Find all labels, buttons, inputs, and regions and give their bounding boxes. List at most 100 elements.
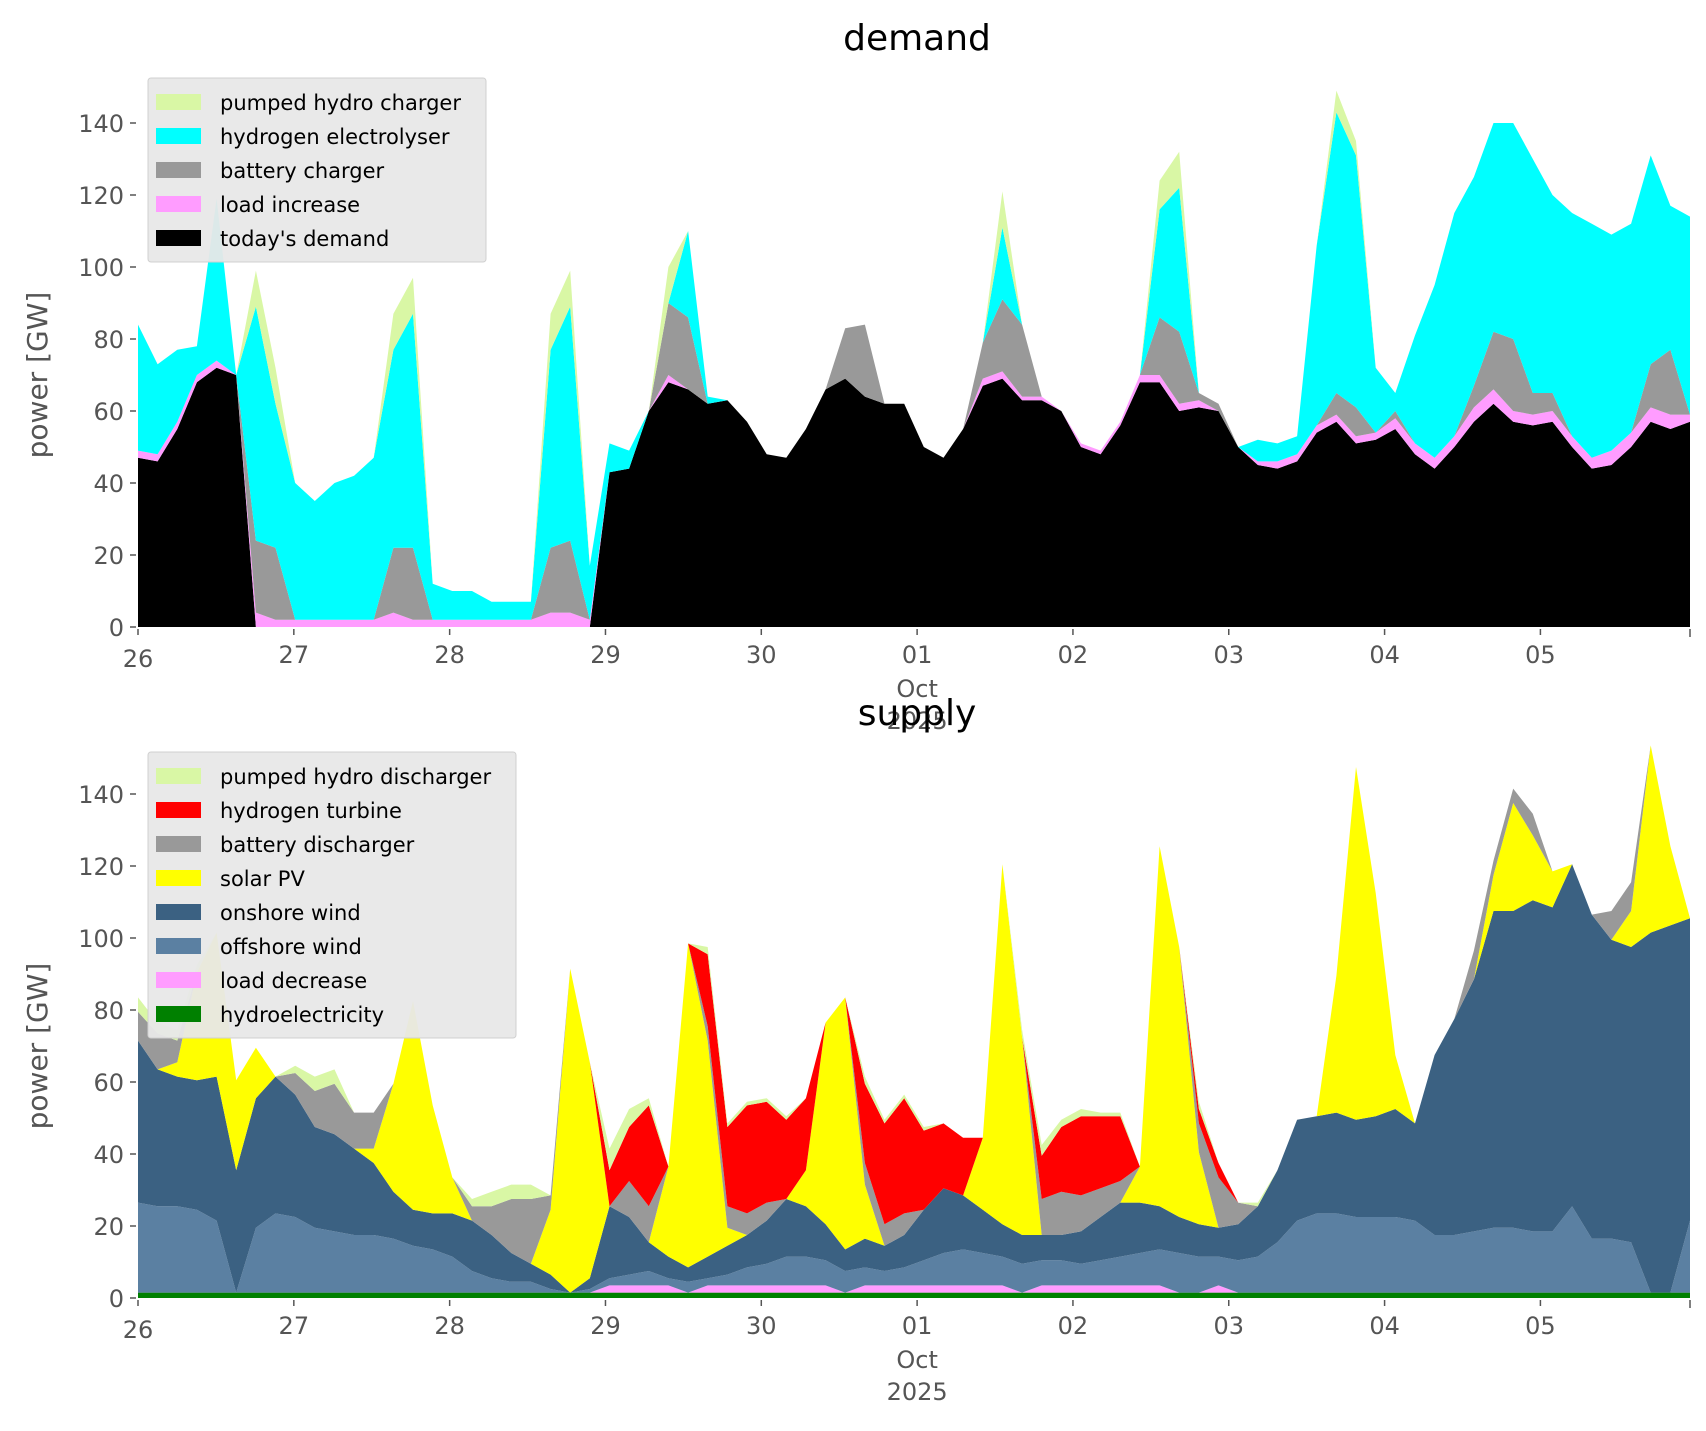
demand-title: demand: [843, 18, 991, 59]
x-tick-label: 28: [434, 1312, 465, 1340]
x-tick-label: 03: [1213, 1312, 1244, 1340]
x-tick-label: 26: [123, 1316, 154, 1344]
legend-swatch: [156, 972, 201, 988]
x-tick-label: 02: [1058, 641, 1089, 669]
x-tick-label: 04: [1369, 1312, 1400, 1340]
legend-swatch: [156, 802, 201, 818]
y-tick-label: 120: [78, 853, 124, 881]
y-tick-label: 20: [93, 542, 124, 570]
legend-swatch: [156, 128, 201, 144]
x-tick-label: 30: [746, 1312, 777, 1340]
legend-item-offshore-wind: offshore wind: [156, 935, 362, 959]
legend-item-battery-charger: battery charger: [156, 159, 385, 183]
area-solar-pv: [138, 745, 1690, 1293]
area-hydrogen-turbine: [138, 745, 1690, 1225]
x-tick-label: 28: [434, 641, 465, 669]
demand-areas: [138, 90, 1690, 627]
x-tick-label: 01: [902, 1312, 933, 1340]
x-tick-label: 03: [1213, 641, 1244, 669]
legend-swatch: [156, 162, 201, 178]
legend-swatch: [156, 230, 201, 246]
legend-box: [147, 751, 517, 1039]
y-tick-label: 40: [93, 1141, 124, 1169]
demand-legend: pumped hydro charger hydrogen electrolyse…: [147, 77, 487, 263]
x-tick-sublabel: 2025: [887, 707, 948, 735]
legend-label: offshore wind: [220, 935, 362, 959]
y-tick-label: 100: [78, 925, 124, 953]
legend-item-todays-demand: today's demand: [156, 227, 389, 251]
legend-label: today's demand: [220, 227, 389, 251]
supply-title: supply: [858, 693, 977, 734]
x-tick-label: 26: [123, 645, 154, 673]
y-tick-label: 0: [109, 614, 124, 642]
demand-axes: 0 20 40 60 80 100 120 140 26 27 28 29 30 01 Oct 2025 02 0…: [78, 110, 1691, 735]
legend-item-battery-discharger: battery discharger: [156, 833, 415, 857]
y-tick-label: 40: [93, 470, 124, 498]
legend-item-pumped-hydro-discharger: pumped hydro discharger: [156, 765, 491, 789]
area-today-s-demand: [138, 367, 1690, 627]
legend-item-solar-pv: solar PV: [156, 867, 305, 891]
x-tick-label: 29: [590, 641, 621, 669]
x-tick-label: 04: [1369, 641, 1400, 669]
legend-swatch: [156, 94, 201, 110]
area-offshore-wind: [138, 1202, 1690, 1293]
x-tick-label: 02: [1058, 1312, 1089, 1340]
legend-swatch: [156, 196, 201, 212]
y-tick-label: 20: [93, 1213, 124, 1241]
legend-swatch: [156, 1006, 201, 1022]
area-hydroelectricity: [138, 1292, 1690, 1298]
x-tick-label: 05: [1525, 641, 1556, 669]
y-tick-label: 80: [93, 326, 124, 354]
y-tick-label: 60: [93, 1069, 124, 1097]
supply-legend: pumped hydro discharger hydrogen turbine b…: [147, 751, 517, 1039]
legend-swatch: [156, 768, 201, 784]
x-tick-sublabel: Oct: [896, 675, 938, 703]
legend-label: hydroelectricity: [220, 1003, 384, 1027]
demand-y-axis-label: power [GW]: [21, 292, 54, 459]
legend-label: battery charger: [220, 159, 385, 183]
supply-axes: 0 20 40 60 80 100 120 140 26 27 28 29 30 01 Oct 2025 02 0…: [78, 781, 1691, 1406]
area-pumped-hydro-discharger: [138, 745, 1690, 1207]
legend-label: hydrogen electrolyser: [220, 125, 450, 149]
x-tick-sublabel: 2025: [887, 1378, 948, 1406]
y-tick-label: 140: [78, 781, 124, 809]
x-tick-label: 05: [1525, 1312, 1556, 1340]
legend-label: hydrogen turbine: [220, 799, 402, 823]
y-tick-label: 80: [93, 997, 124, 1025]
legend-label: load decrease: [220, 969, 367, 993]
y-tick-label: 140: [78, 110, 124, 138]
legend-box: [147, 77, 487, 263]
legend-label: pumped hydro discharger: [220, 765, 491, 789]
supply-y-axis-label: power [GW]: [21, 963, 54, 1130]
legend-label: onshore wind: [220, 901, 361, 925]
legend-item-load-increase: load increase: [156, 193, 360, 217]
legend-item-load-decrease: load decrease: [156, 969, 367, 993]
x-tick-label: 30: [746, 641, 777, 669]
legend-item-pumped-hydro-charger: pumped hydro charger: [156, 91, 461, 115]
legend-swatch: [156, 938, 201, 954]
area-load-decrease: [138, 1285, 1690, 1293]
x-tick-label: 27: [279, 1312, 310, 1340]
legend-label: pumped hydro charger: [220, 91, 461, 115]
legend-item-hydrogen-electrolyser: hydrogen electrolyser: [156, 125, 450, 149]
y-tick-label: 0: [109, 1285, 124, 1313]
x-tick-label: 29: [590, 1312, 621, 1340]
legend-label: battery discharger: [220, 833, 415, 857]
supply-areas: [138, 745, 1690, 1298]
y-tick-label: 120: [78, 182, 124, 210]
legend-label: load increase: [220, 193, 360, 217]
legend-item-onshore-wind: onshore wind: [156, 901, 361, 925]
x-tick-sublabel: Oct: [896, 1346, 938, 1374]
legend-item-hydrogen-turbine: hydrogen turbine: [156, 799, 402, 823]
area-hydrogen-electrolyser: [138, 112, 1690, 620]
legend-swatch: [156, 836, 201, 852]
y-tick-label: 100: [78, 254, 124, 282]
y-tick-label: 60: [93, 398, 124, 426]
area-onshore-wind: [138, 864, 1690, 1293]
x-tick-label: 27: [279, 641, 310, 669]
legend-swatch: [156, 870, 201, 886]
legend-item-hydroelectricity: hydroelectricity: [156, 1003, 384, 1027]
